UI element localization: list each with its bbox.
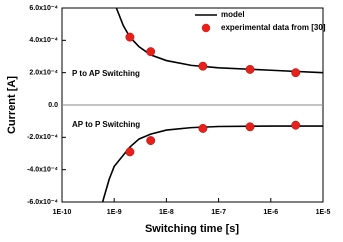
annotation: P to AP Switching	[72, 69, 140, 78]
y-tick-label: 0.0	[48, 102, 58, 109]
legend-swatch	[201, 23, 211, 33]
data-point	[291, 120, 301, 130]
model-line	[101, 8, 323, 202]
y-tick-label: 6.0x10⁻⁴	[29, 5, 58, 12]
x-tick-label: 1E-6	[263, 209, 278, 216]
data-point	[198, 61, 208, 71]
y-tick-label: -4.0x10⁻⁴	[27, 167, 58, 174]
x-axis-label: Switching time [s]	[145, 223, 239, 235]
data-point	[198, 123, 208, 133]
data-point	[146, 47, 156, 57]
data-point	[125, 147, 135, 157]
y-axis-label: Current [A]	[6, 76, 18, 134]
x-tick-label: 1E-7	[211, 209, 226, 216]
annotation: AP to P Switching	[72, 120, 140, 129]
x-tick-label: 1E-10	[53, 209, 72, 216]
data-point	[245, 122, 255, 132]
y-tick-label: -2.0x10⁻⁴	[27, 134, 58, 141]
x-tick-label: 1E-8	[159, 209, 174, 216]
y-tick-label: -6.0x10⁻⁴	[27, 199, 58, 206]
y-tick-label: 4.0x10⁻⁴	[29, 37, 58, 44]
legend-label: model	[221, 10, 245, 19]
y-tick-label: 2.0x10⁻⁴	[29, 70, 58, 77]
data-point	[125, 32, 135, 42]
data-point	[146, 136, 156, 146]
x-tick-label: 1E-5	[316, 209, 331, 216]
legend-label: experimental data from [30]	[221, 23, 326, 32]
x-tick-label: 1E-9	[107, 209, 122, 216]
data-point	[291, 68, 301, 78]
data-point	[245, 64, 255, 74]
